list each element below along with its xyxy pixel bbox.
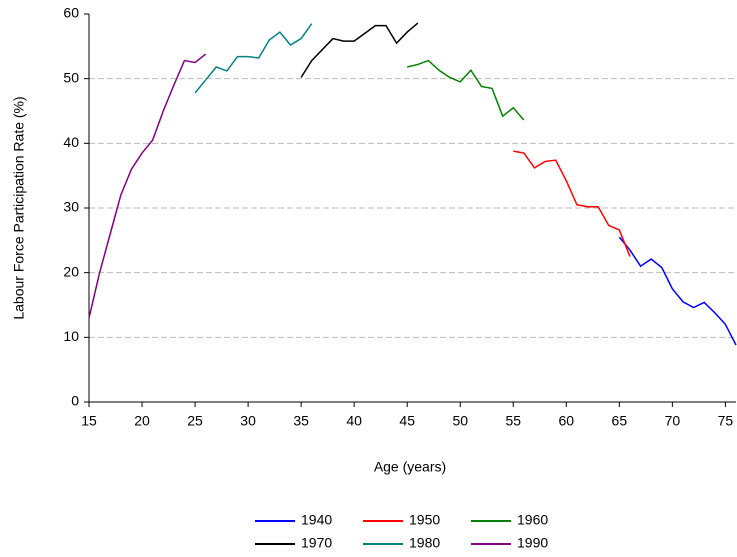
x-tick-label: 70 [665,413,681,429]
x-tick-label: 30 [240,413,256,429]
series-line [300,22,419,78]
y-tick-label: 30 [63,199,79,215]
x-tick-label: 50 [452,413,468,429]
x-tick-label: 45 [399,413,415,429]
legend-label: 1990 [517,535,548,551]
series-line [513,150,631,257]
legend-label: 1940 [301,512,332,528]
y-tick-label: 40 [63,134,79,150]
legend-label: 1960 [517,512,548,528]
legend-label: 1950 [409,512,440,528]
y-tick-label: 20 [63,263,79,279]
y-axis-label: Labour Force Participation Rate (%) [11,96,27,319]
y-tick-label: 50 [63,69,79,85]
x-tick-label: 25 [187,413,203,429]
series-line [618,236,737,346]
x-tick-label: 20 [134,413,150,429]
series-line [407,59,525,121]
x-tick-label: 15 [81,413,97,429]
series-line [88,53,207,319]
legend-label: 1970 [301,535,332,551]
y-tick-label: 0 [71,393,79,409]
x-tick-label: 75 [718,413,734,429]
x-axis-label: Age (years) [374,459,446,475]
x-tick-label: 65 [612,413,628,429]
x-tick-label: 40 [346,413,362,429]
series-line [194,23,313,94]
x-tick-label: 60 [559,413,575,429]
x-tick-label: 35 [293,413,309,429]
y-tick-label: 10 [63,328,79,344]
x-tick-label: 55 [505,413,521,429]
legend-label: 1980 [409,535,440,551]
y-tick-label: 60 [63,5,79,21]
